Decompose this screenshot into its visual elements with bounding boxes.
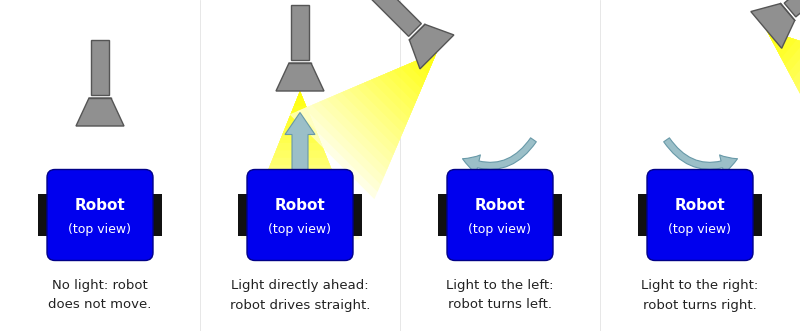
FancyBboxPatch shape — [447, 169, 553, 260]
Polygon shape — [258, 91, 342, 195]
Polygon shape — [282, 91, 318, 135]
Polygon shape — [243, 91, 357, 232]
FancyBboxPatch shape — [47, 169, 153, 260]
Polygon shape — [288, 91, 312, 121]
Text: Light to the left:: Light to the left: — [446, 278, 554, 292]
Polygon shape — [326, 52, 437, 163]
Polygon shape — [766, 30, 800, 150]
Bar — [38, 194, 58, 236]
Bar — [638, 194, 658, 236]
Text: (top view): (top view) — [669, 222, 731, 235]
Polygon shape — [304, 52, 437, 184]
Polygon shape — [356, 52, 437, 133]
Polygon shape — [297, 91, 303, 98]
Polygon shape — [279, 91, 321, 143]
Text: Light to the right:: Light to the right: — [642, 278, 758, 292]
Text: (top view): (top view) — [69, 222, 131, 235]
Polygon shape — [430, 52, 437, 59]
Polygon shape — [422, 52, 437, 67]
Text: (top view): (top view) — [469, 222, 531, 235]
Polygon shape — [766, 30, 800, 171]
Polygon shape — [319, 52, 437, 170]
Text: Light directly ahead:: Light directly ahead: — [231, 278, 369, 292]
Text: does not move.: does not move. — [48, 299, 152, 311]
Text: Robot: Robot — [74, 198, 126, 213]
FancyArrow shape — [285, 113, 315, 172]
Polygon shape — [766, 30, 782, 44]
Polygon shape — [273, 91, 327, 158]
Polygon shape — [276, 63, 324, 91]
Polygon shape — [766, 30, 800, 115]
Polygon shape — [91, 40, 109, 95]
Text: robot turns right.: robot turns right. — [643, 299, 757, 311]
Polygon shape — [252, 91, 348, 210]
Polygon shape — [751, 4, 794, 48]
Polygon shape — [766, 30, 800, 86]
Polygon shape — [249, 91, 351, 217]
Polygon shape — [334, 52, 437, 155]
Polygon shape — [766, 30, 800, 129]
Polygon shape — [766, 30, 800, 164]
Polygon shape — [297, 52, 437, 192]
Bar — [438, 194, 458, 236]
Polygon shape — [285, 91, 315, 128]
Polygon shape — [290, 52, 437, 199]
FancyBboxPatch shape — [247, 169, 353, 260]
Polygon shape — [415, 52, 437, 74]
Text: robot turns left.: robot turns left. — [448, 299, 552, 311]
Polygon shape — [312, 52, 437, 177]
Polygon shape — [294, 91, 306, 106]
Polygon shape — [766, 30, 800, 79]
Polygon shape — [270, 91, 330, 165]
Polygon shape — [766, 30, 800, 143]
Text: No light: robot: No light: robot — [52, 278, 148, 292]
Polygon shape — [766, 30, 800, 157]
Bar — [142, 194, 162, 236]
Polygon shape — [341, 52, 437, 148]
Polygon shape — [766, 30, 800, 72]
Polygon shape — [766, 30, 800, 93]
Text: robot drives straight.: robot drives straight. — [230, 299, 370, 311]
Text: (top view): (top view) — [269, 222, 331, 235]
Bar — [542, 194, 562, 236]
Polygon shape — [267, 91, 333, 172]
Polygon shape — [291, 5, 309, 60]
Polygon shape — [393, 52, 437, 96]
Polygon shape — [349, 52, 437, 140]
Polygon shape — [766, 30, 800, 108]
FancyBboxPatch shape — [647, 169, 753, 260]
Polygon shape — [766, 30, 800, 136]
Polygon shape — [261, 91, 339, 187]
Polygon shape — [291, 91, 309, 113]
FancyArrowPatch shape — [462, 138, 536, 174]
Polygon shape — [410, 24, 454, 69]
Polygon shape — [246, 91, 354, 224]
Bar — [342, 194, 362, 236]
Polygon shape — [276, 91, 324, 150]
Bar — [238, 194, 258, 236]
Polygon shape — [240, 91, 360, 239]
Polygon shape — [784, 0, 800, 17]
Polygon shape — [370, 52, 437, 118]
Polygon shape — [766, 30, 797, 58]
Polygon shape — [766, 30, 789, 51]
Text: Robot: Robot — [474, 198, 526, 213]
Polygon shape — [766, 30, 800, 122]
Text: Robot: Robot — [674, 198, 726, 213]
Polygon shape — [255, 91, 345, 202]
Polygon shape — [400, 52, 437, 89]
Bar — [742, 194, 762, 236]
Polygon shape — [378, 52, 437, 111]
Polygon shape — [386, 52, 437, 104]
Polygon shape — [264, 91, 336, 180]
Polygon shape — [407, 52, 437, 81]
Polygon shape — [766, 30, 800, 101]
Polygon shape — [370, 0, 422, 36]
Polygon shape — [363, 52, 437, 125]
Polygon shape — [76, 98, 124, 126]
Polygon shape — [766, 30, 774, 37]
Text: Robot: Robot — [274, 198, 326, 213]
Polygon shape — [766, 30, 800, 65]
FancyArrowPatch shape — [664, 138, 738, 174]
